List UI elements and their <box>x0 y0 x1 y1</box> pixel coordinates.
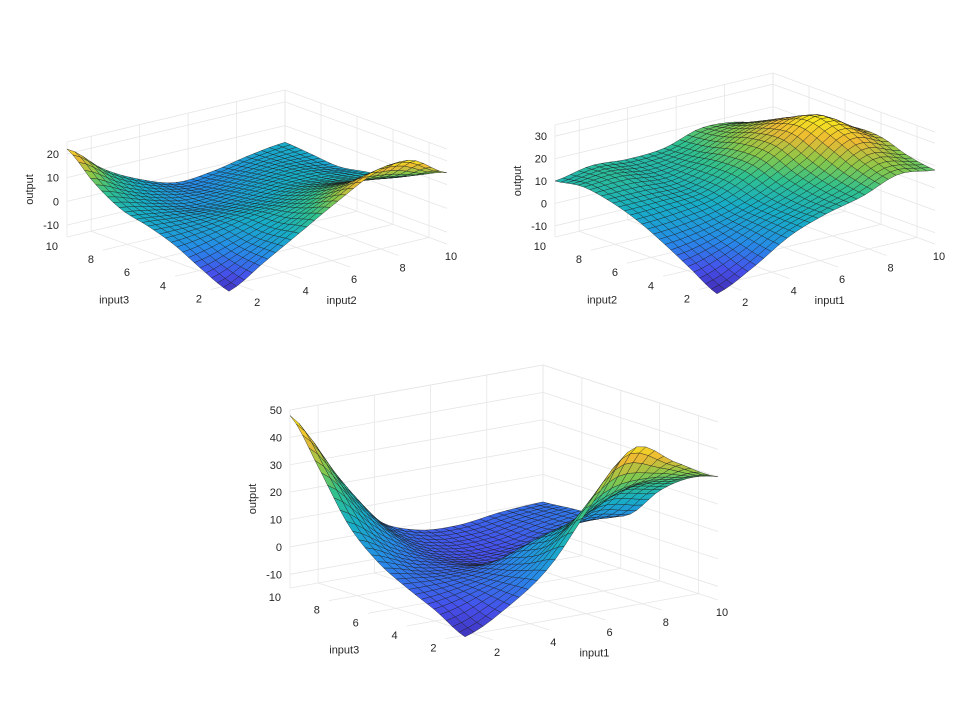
box-edge <box>284 89 448 150</box>
y-axis-label: input3 <box>329 644 359 656</box>
z-axis-label: output <box>512 166 524 197</box>
chart-panel-2: 2 4 6 8 10 2 4 6 8 10 -10 0 10 20 30 input1 input2 output <box>512 72 945 309</box>
side-grid-z <box>542 392 719 450</box>
z-tick-label: 10 <box>47 173 59 185</box>
x-tick-label: 6 <box>839 274 845 286</box>
x-tick-label: 4 <box>791 286 797 298</box>
z-tick-label: 30 <box>535 131 547 143</box>
x-tick-label: 2 <box>494 647 500 659</box>
x-tick-label: 6 <box>606 627 612 639</box>
surface-cell <box>296 423 312 443</box>
surface-cell <box>289 415 306 432</box>
y-tick-label: 8 <box>576 254 582 266</box>
z-tick-label: -10 <box>266 569 282 581</box>
y-tick-label: 8 <box>314 605 320 617</box>
box-edge <box>542 364 719 423</box>
surface-cell <box>920 167 936 172</box>
box-edge <box>554 72 774 126</box>
y-tick-label: 10 <box>534 241 546 253</box>
x-tick-label: 8 <box>887 263 893 275</box>
side-grid-z <box>772 83 936 144</box>
x-tick-label: 6 <box>351 274 357 286</box>
box-edge <box>66 89 286 143</box>
back-grid-z <box>554 106 774 159</box>
floor-grid-y <box>210 237 430 290</box>
x-tick-label: 10 <box>716 607 728 619</box>
x-tick-label: 4 <box>303 286 309 298</box>
floor-grid-y <box>445 593 699 640</box>
z-axis-label: output <box>24 174 36 205</box>
x-tick-label: 8 <box>663 617 669 629</box>
side-grid-z <box>542 419 719 478</box>
side-grid-z <box>284 101 448 162</box>
back-grid-z <box>289 474 544 520</box>
y-tick-label: 2 <box>684 293 690 305</box>
y-tick-label: 6 <box>353 617 359 629</box>
y-tick-label: 10 <box>46 241 58 253</box>
surface <box>554 114 936 295</box>
x-tick-label: 2 <box>742 297 748 309</box>
surface-cell <box>702 474 719 478</box>
z-tick-label: 0 <box>541 198 547 210</box>
y-tick-label: 2 <box>196 293 202 305</box>
back-grid-z <box>289 419 544 466</box>
surface-cell <box>433 170 448 174</box>
x-tick-label: 4 <box>550 637 556 649</box>
z-tick-label: 30 <box>270 460 282 472</box>
z-tick-label: 50 <box>270 405 282 417</box>
surface <box>289 415 719 638</box>
x-axis-label: input1 <box>815 295 845 307</box>
y-tick-label: 10 <box>269 592 281 604</box>
y-tick-label: 4 <box>648 280 654 292</box>
chart-panel-1: 2 4 6 8 10 2 4 6 8 10 -10 0 10 20 input2 input3 output <box>24 89 457 309</box>
z-tick-label: 20 <box>47 149 59 161</box>
tick-labels: 2 4 6 8 10 2 4 6 8 10 -10 0 10 20 <box>43 149 457 309</box>
y-tick-label: 4 <box>392 630 398 642</box>
y-tick-label: 6 <box>124 267 130 279</box>
z-tick-label: 20 <box>535 154 547 166</box>
z-tick-label: 20 <box>270 487 282 499</box>
back-grid-z <box>289 391 544 438</box>
z-tick-label: -10 <box>531 221 547 233</box>
z-tick-label: 0 <box>276 542 282 554</box>
tick-labels: 2 4 6 8 10 2 4 6 8 10 -10 0 10 20 30 <box>531 131 945 309</box>
y-axis-label: input3 <box>99 294 129 306</box>
floor-grid-x <box>542 542 719 601</box>
y-axis-label: input2 <box>587 294 617 306</box>
y-tick-label: 4 <box>160 280 166 292</box>
surface <box>66 142 448 292</box>
z-tick-label: 10 <box>270 515 282 527</box>
x-axis-label: input1 <box>579 647 609 659</box>
box-edge <box>772 72 936 133</box>
x-tick-label: 10 <box>445 251 457 263</box>
back-grid-z <box>554 83 774 137</box>
y-tick-label: 2 <box>430 643 436 655</box>
x-tick-label: 10 <box>933 251 945 263</box>
x-tick-label: 2 <box>254 297 260 309</box>
z-tick-label: 40 <box>270 432 282 444</box>
chart-panel-3: 2 4 6 8 10 2 4 6 8 10 -10 0 10 20 30 40 50 input1 input3 ou… <box>247 364 728 659</box>
y-tick-label: 6 <box>612 267 618 279</box>
z-tick-label: -10 <box>43 220 59 232</box>
box-edge <box>289 364 544 411</box>
z-axis-label: output <box>247 484 259 515</box>
y-tick-label: 8 <box>88 254 94 266</box>
z-tick-label: 10 <box>535 176 547 188</box>
x-tick-label: 8 <box>399 263 405 275</box>
tick-labels: 2 4 6 8 10 2 4 6 8 10 -10 0 10 20 30 40 50 <box>266 405 728 659</box>
x-axis-label: input2 <box>327 295 357 307</box>
back-grid-z <box>66 101 286 155</box>
back-grid-z <box>289 501 544 548</box>
z-tick-label: 0 <box>53 196 59 208</box>
side-grid-z <box>542 528 719 587</box>
